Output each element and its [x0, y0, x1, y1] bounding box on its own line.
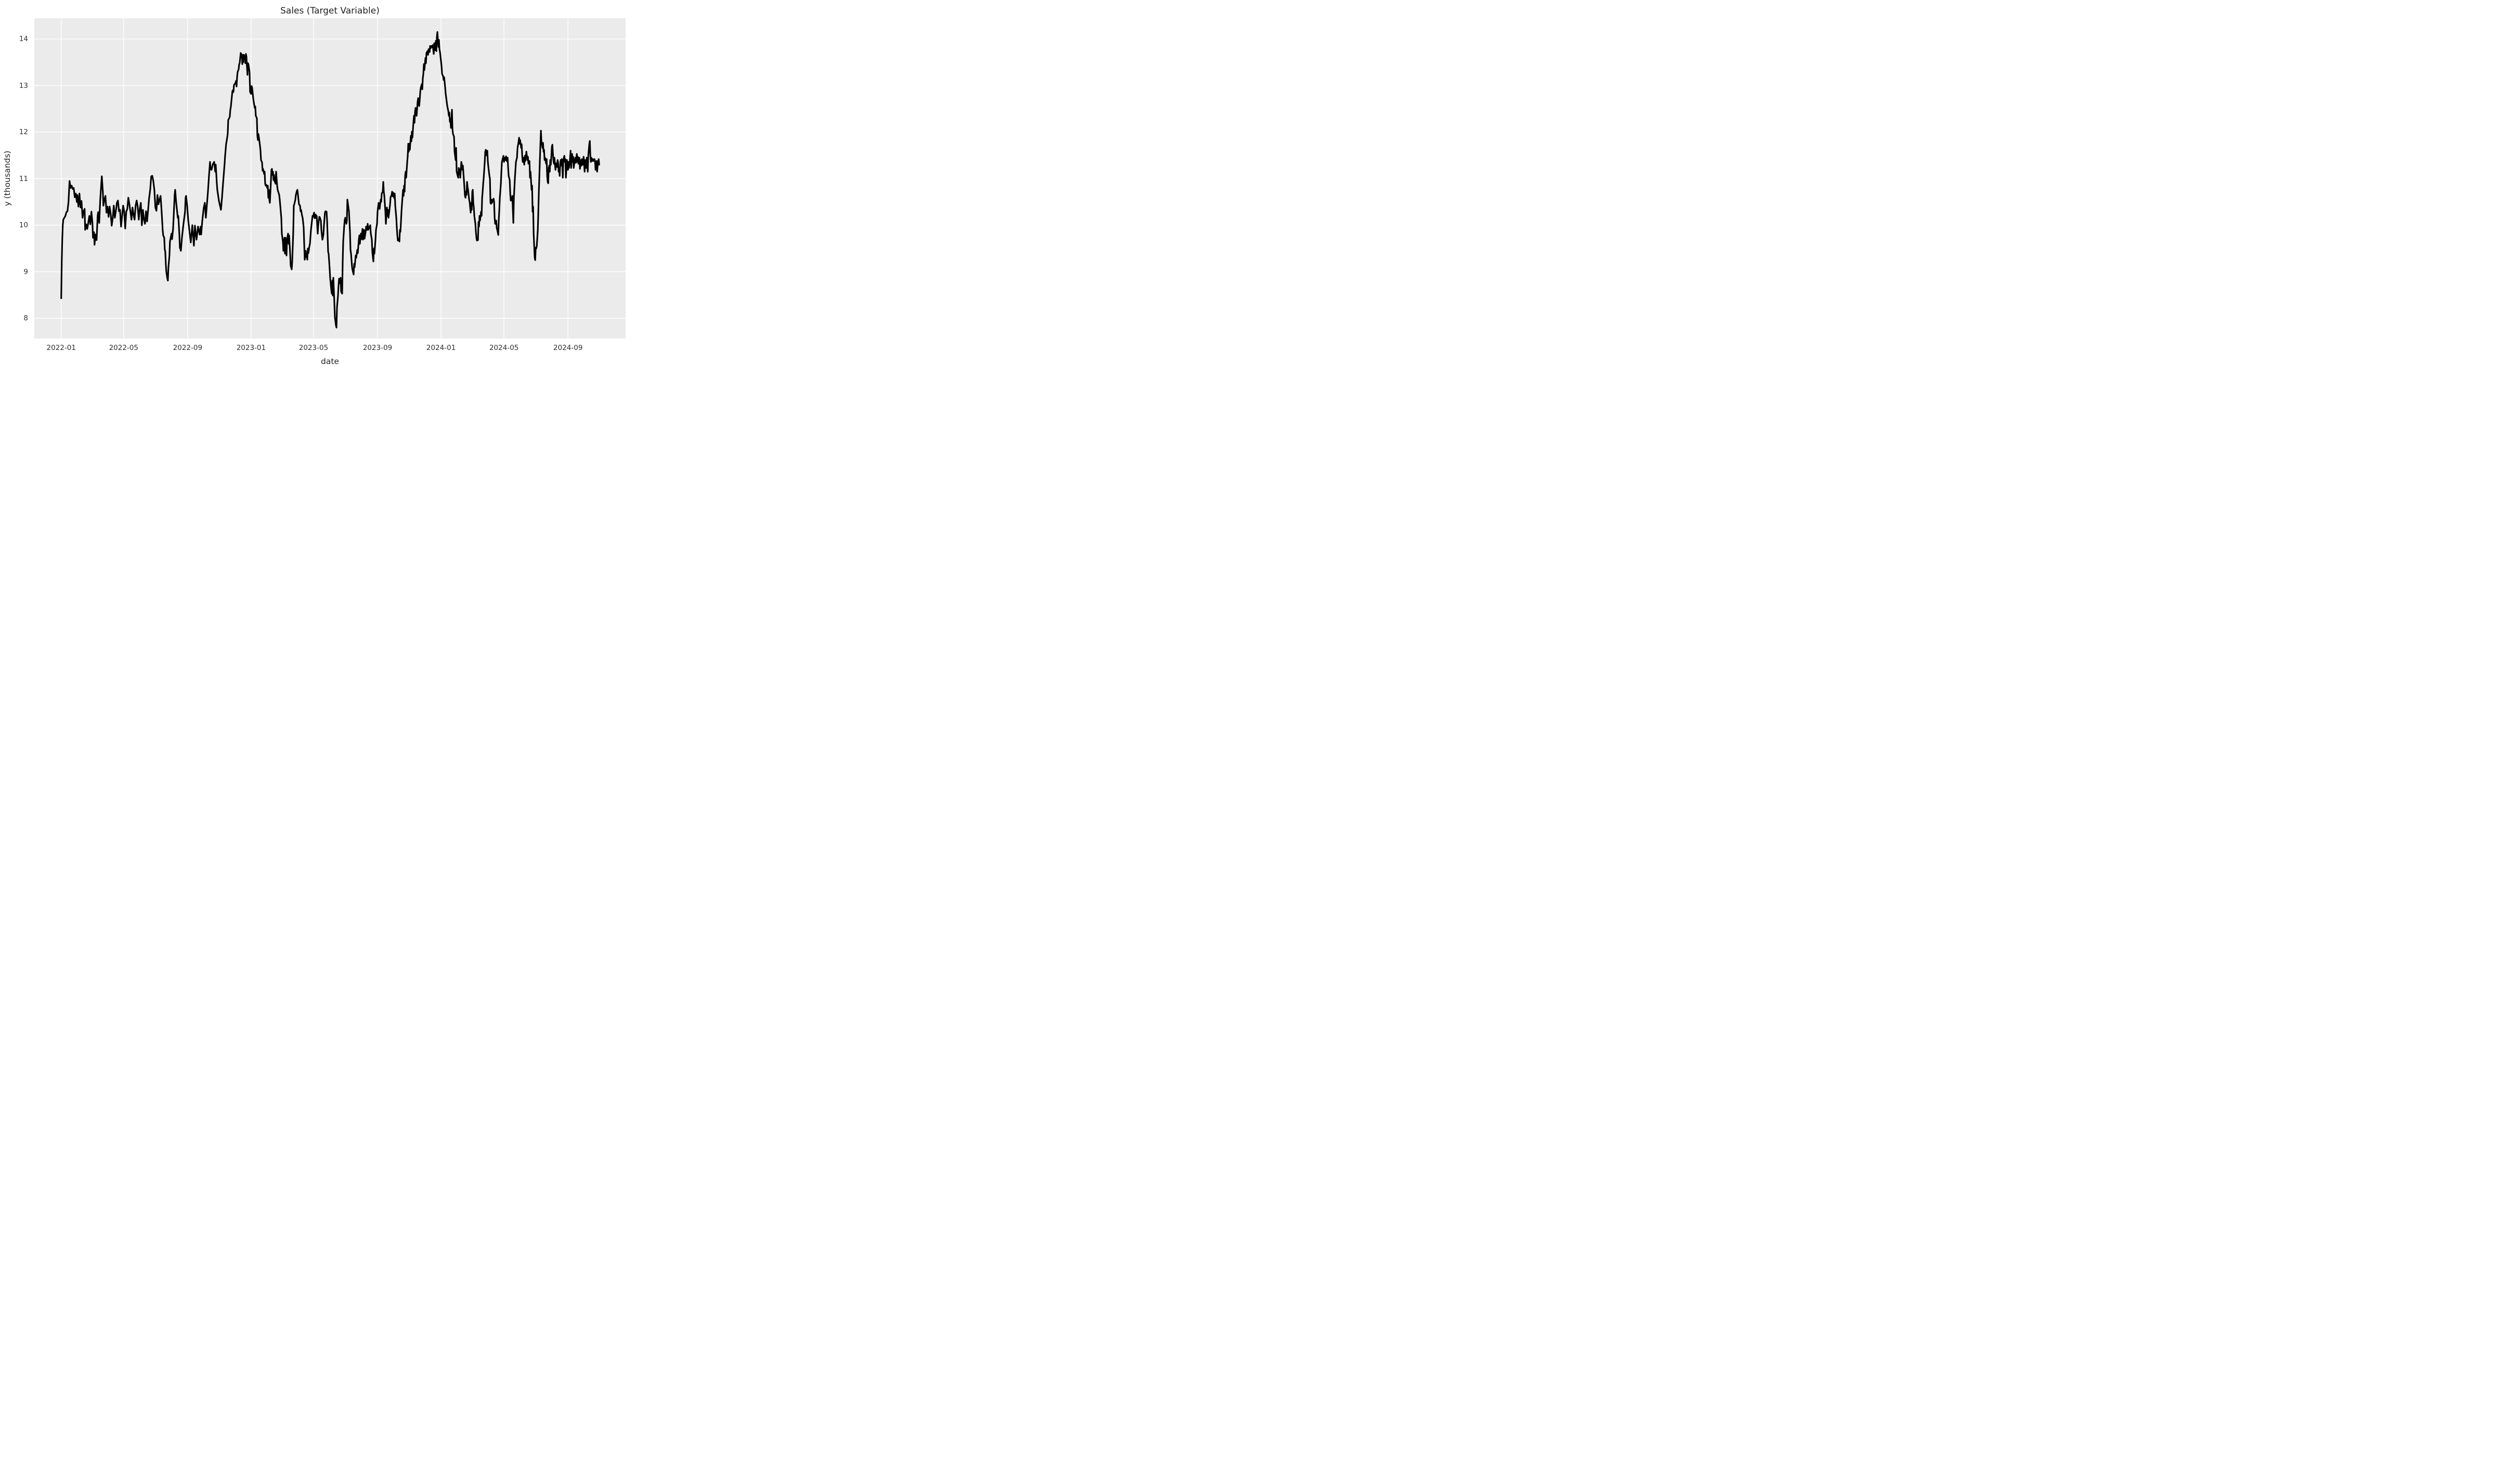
- y-tick-label: 11: [19, 174, 28, 183]
- y-tick-label: 9: [23, 267, 28, 276]
- x-tick-label: 2024-05: [489, 344, 519, 352]
- x-tick-label: 2023-05: [298, 344, 329, 352]
- x-tick-label: 2024-09: [553, 344, 583, 352]
- y-tick-label: 13: [19, 81, 28, 90]
- chart-title: Sales (Target Variable): [280, 6, 380, 16]
- y-axis-label: y (thousands): [3, 150, 12, 206]
- y-tick-label: 8: [23, 314, 28, 323]
- x-tick-label: 2023-09: [362, 344, 393, 352]
- x-axis-label: date: [321, 357, 339, 366]
- plot-area: [34, 18, 626, 339]
- y-tick-label: 12: [19, 128, 28, 137]
- y-tick-label: 10: [19, 221, 28, 230]
- x-tick-label: 2022-05: [109, 344, 138, 352]
- y-tick-label: 14: [19, 35, 28, 43]
- plot-canvas: [34, 18, 626, 339]
- x-tick-label: 2022-01: [46, 344, 76, 352]
- sales-line-series: [60, 31, 600, 329]
- x-tick-label: 2022-09: [173, 344, 203, 352]
- figure: Sales (Target Variable) y (thousands) 8 9…: [0, 0, 630, 370]
- x-tick-label: 2024-01: [426, 344, 456, 352]
- x-tick-label: 2023-01: [236, 344, 266, 352]
